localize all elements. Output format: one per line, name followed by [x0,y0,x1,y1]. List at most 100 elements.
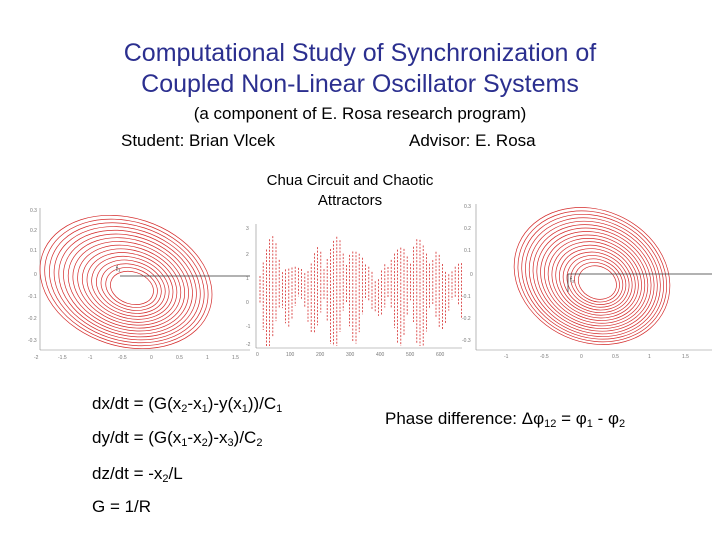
subtitle: (a component of E. Rosa research program… [193,104,527,123]
attractor-loop [540,231,649,327]
svg-text:0.3: 0.3 [30,208,37,214]
equation-dx: dx/dt = (G(x2-x1)-y(x1))/C1 [92,394,283,415]
equation-dy: dy/dt = (G(x1-x2)-x3)/C2 [92,428,263,449]
svg-text:1.5: 1.5 [232,355,239,361]
figure-caption-line-2: Attractors [317,192,383,209]
svg-text:0: 0 [34,272,37,278]
right-plot-ticks: 0.3 0.2 0.1 0 -0.1 -0.2 -0.3 -1 -0.5 0 0.5 1 1.5 [462,204,689,360]
svg-text:3: 3 [246,226,249,232]
attractor-loop [44,218,209,347]
attractor-loop [536,227,652,329]
left-attractor-plot: 0.3 0.2 0.1 0 -0.1 -0.2 -0.3 -2 -1.5 -1 -0.5 0 0… [28,208,250,361]
svg-text:-2: -2 [34,355,39,361]
svg-text:1: 1 [246,276,249,282]
attractor-loop [517,210,667,343]
svg-text:-0.2: -0.2 [462,316,471,322]
svg-text:1: 1 [206,355,209,361]
time-series-trace [259,236,463,346]
svg-text:100: 100 [286,352,295,358]
attractor-loop [574,262,620,303]
attractor-loop [525,217,661,337]
svg-text:0.5: 0.5 [176,355,183,361]
attractor-loop [58,229,197,338]
right-attractor-plot: 0.3 0.2 0.1 0 -0.1 -0.2 -0.3 -1 -0.5 0 0.5 1 1.5… [462,204,712,360]
equation-g: G = 1/R [92,497,152,516]
svg-text:0.1: 0.1 [30,248,37,254]
attractor-loop [532,224,655,332]
attractor-loop [39,214,213,350]
attractor-loop [96,259,166,314]
svg-text:0.3: 0.3 [464,204,471,210]
advisor-name: Advisor: E. Rosa [409,131,536,150]
svg-text:0.5: 0.5 [612,354,619,360]
svg-text:-2: -2 [246,342,251,348]
svg-text:-1: -1 [88,355,93,361]
svg-text:-0.1: -0.1 [462,294,471,300]
svg-text:0: 0 [580,354,583,360]
left-plot-ticks: 0.3 0.2 0.1 0 -0.1 -0.2 -0.3 -2 -1.5 -1 -0.5 0 0… [28,208,239,361]
svg-text:-1: -1 [504,354,509,360]
attractor-loop [577,265,617,300]
attractor-loop [72,241,186,329]
left-marker-label: f₁ [116,266,121,273]
attractor-loop [528,220,658,335]
attractor-loop [91,256,170,317]
attractor-loop [53,226,201,341]
svg-text:0.1: 0.1 [464,248,471,254]
right-plot-axes [475,204,712,351]
svg-text:-1: -1 [246,324,251,330]
attractor-loop [555,244,636,316]
attractor-loop [77,244,182,326]
time-series-ticks: 3 2 1 0 -1 -2 0 100 200 300 400 500 600 [246,226,445,358]
attractor-loop [81,248,178,323]
svg-text:0: 0 [470,272,473,278]
figure-caption-line-1: Chua Circuit and Chaotic [266,172,434,189]
svg-text:0.2: 0.2 [30,228,37,234]
attractor-loop [110,270,154,305]
svg-text:600: 600 [436,352,445,358]
attractor-loop [551,241,639,319]
svg-text:-0.5: -0.5 [540,354,549,360]
equation-dz: dz/dt = -x2/L [92,464,183,485]
left-attractor-trace [39,214,213,350]
svg-text:0.2: 0.2 [464,226,471,232]
svg-text:0: 0 [246,300,249,306]
attractor-loop [570,258,624,305]
attractor-loop [566,255,627,308]
left-plot-axes [39,208,250,351]
svg-text:-0.2: -0.2 [28,316,37,322]
svg-text:-1.5: -1.5 [58,355,67,361]
title-line-2: Coupled Non-Linear Oscillator Systems [141,70,579,98]
svg-text:-0.3: -0.3 [462,338,471,344]
svg-text:0: 0 [150,355,153,361]
attractor-loop [49,222,205,344]
right-marker-label: f₂ [570,277,575,284]
attractor-loop [521,213,664,340]
attractor-loop [100,263,162,311]
svg-text:0: 0 [256,352,259,358]
attractor-loop [86,252,174,320]
attractor-loop [547,237,642,321]
svg-text:-0.1: -0.1 [28,294,37,300]
time-series-axes [255,224,462,349]
svg-text:-0.5: -0.5 [118,355,127,361]
title-line-1: Computational Study of Synchronization o… [123,39,597,67]
attractor-loop [63,233,193,335]
svg-text:1.5: 1.5 [682,354,689,360]
svg-text:300: 300 [346,352,355,358]
attractor-loop [67,237,189,332]
attractor-loop [105,267,158,308]
figure-caption: Chua Circuit and Chaotic Attractors [230,171,470,211]
attractor-loop [513,207,671,345]
right-attractor-trace [513,207,671,345]
svg-text:400: 400 [376,352,385,358]
svg-text:-0.3: -0.3 [28,338,37,344]
time-series-plot: 3 2 1 0 -1 -2 0 100 200 300 400 500 600 [246,224,463,358]
attractor-loop [559,248,633,313]
svg-text:1: 1 [648,354,651,360]
svg-text:200: 200 [316,352,325,358]
svg-text:2: 2 [246,252,249,258]
student-name: Student: Brian Vlcek [121,131,276,150]
attractor-loop [543,234,646,324]
phase-difference: Phase difference: Δφ12 = φ1 - φ2 [385,409,626,430]
